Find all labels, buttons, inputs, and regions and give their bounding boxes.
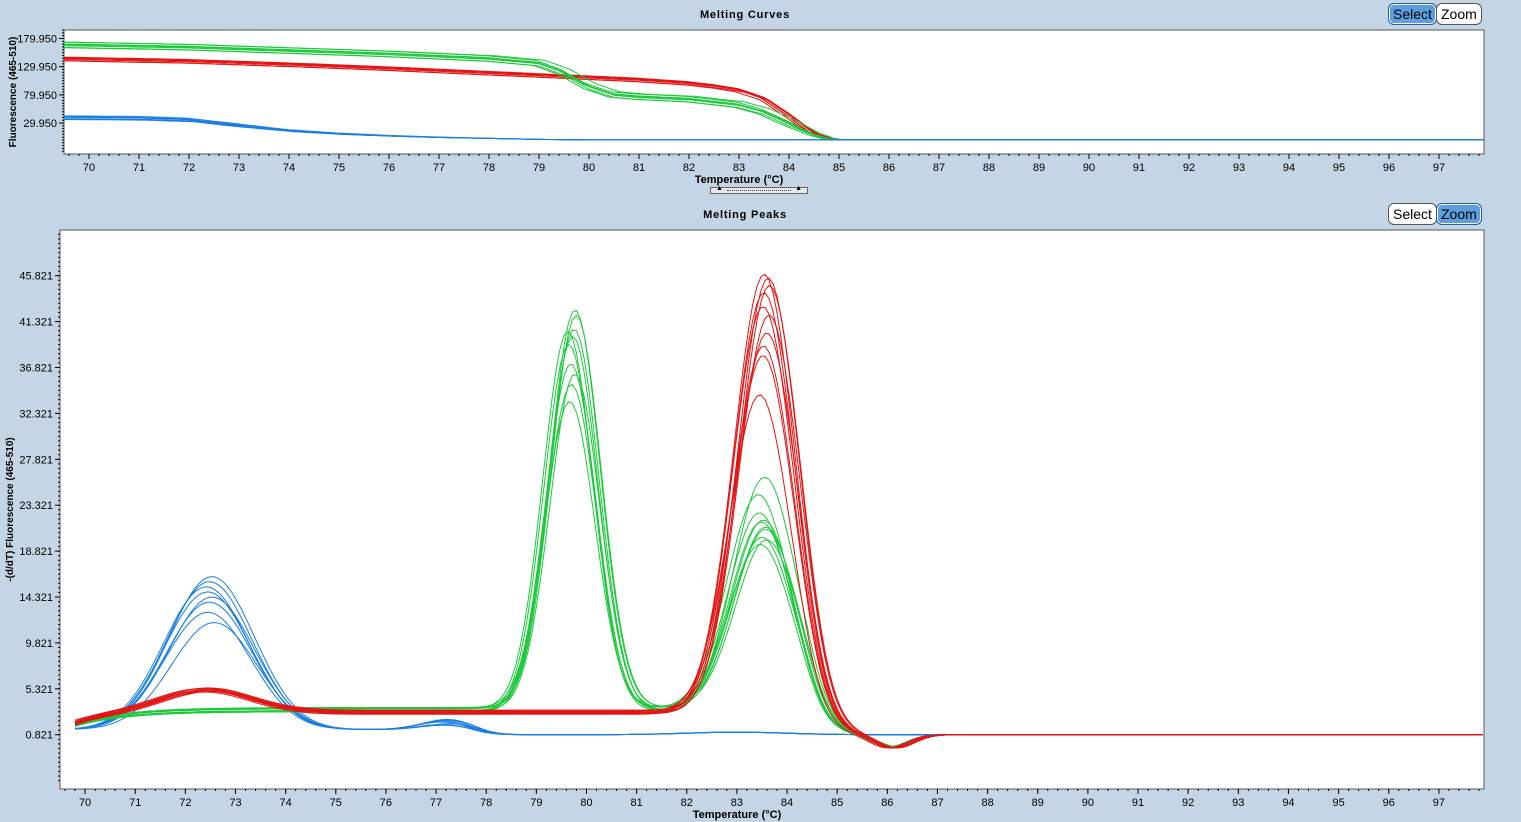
y-tick-label: 0.821	[25, 730, 53, 742]
top-zoom-button[interactable]: Zoom	[1436, 3, 1482, 25]
x-tick-label: 94	[1282, 797, 1294, 809]
x-tick-label: 91	[1132, 797, 1144, 809]
x-tick-label: 82	[683, 162, 695, 174]
x-tick-label: 81	[630, 797, 642, 809]
x-tick-label: 84	[781, 797, 793, 809]
curves-group	[64, 41, 1484, 141]
x-tick-label: 81	[633, 162, 645, 174]
x-axis-label: Temperature (°C)	[695, 174, 784, 186]
x-tick-label: 70	[83, 162, 95, 174]
bottom-zoom-button[interactable]: Zoom	[1436, 203, 1482, 225]
x-tick-label: 88	[983, 162, 995, 174]
y-tick-label: 5.321	[25, 684, 53, 696]
melting-peaks-title: Melting Peaks	[703, 209, 787, 221]
red-peak-curve	[74, 273, 1483, 749]
x-tick-label: 95	[1333, 162, 1345, 174]
x-tick-label: 96	[1383, 162, 1395, 174]
x-tick-label: 83	[733, 162, 745, 174]
x-tick-label: 86	[881, 797, 893, 809]
x-tick-label: 72	[179, 797, 191, 809]
x-tick-label: 74	[283, 162, 295, 174]
x-tick-label: 93	[1232, 797, 1244, 809]
x-tick-label: 96	[1383, 797, 1395, 809]
x-tick-label: 93	[1233, 162, 1245, 174]
x-tick-label: 79	[530, 797, 542, 809]
x-tick-label: 82	[681, 797, 693, 809]
y-tick-label: 27.821	[19, 454, 53, 466]
x-tick-label: 88	[981, 797, 993, 809]
x-tick-label: 79	[533, 162, 545, 174]
x-tick-label: 77	[430, 797, 442, 809]
y-tick-label: 23.321	[19, 500, 53, 512]
x-tick-label: 76	[380, 797, 392, 809]
bottom-select-button[interactable]: Select	[1388, 203, 1437, 225]
y-tick-label: 129.950	[17, 62, 57, 74]
x-tick-label: 78	[480, 797, 492, 809]
y-tick-label: 79.950	[23, 90, 57, 102]
x-tick-label: 97	[1433, 797, 1445, 809]
x-tick-label: 71	[129, 797, 141, 809]
x-tick-label: 80	[580, 797, 592, 809]
x-tick-label: 77	[433, 162, 445, 174]
x-tick-label: 95	[1332, 797, 1344, 809]
x-tick-label: 73	[233, 162, 245, 174]
y-tick-label: 9.821	[25, 638, 53, 650]
x-tick-label: 89	[1032, 797, 1044, 809]
x-tick-label: 74	[280, 797, 292, 809]
y-tick-label: 18.821	[19, 546, 53, 558]
melting-curves-title: Melting Curves	[699, 9, 791, 21]
x-tick-label: 89	[1033, 162, 1045, 174]
x-tick-label: 75	[330, 797, 342, 809]
x-tick-label: 83	[731, 797, 743, 809]
x-tick-label: 71	[133, 162, 145, 174]
y-axis-label: -(d/dT) Fluorescence (465-510)	[5, 437, 16, 581]
x-tick-label: 87	[931, 797, 943, 809]
x-tick-label: 97	[1433, 162, 1445, 174]
y-tick-label: 41.321	[19, 317, 53, 329]
x-tick-label: 76	[383, 162, 395, 174]
panel-splitter[interactable]: ▲ ▲	[710, 185, 808, 194]
x-tick-label: 78	[483, 162, 495, 174]
y-tick-label: 14.321	[19, 592, 53, 604]
x-tick-label: 86	[883, 162, 895, 174]
x-tick-label: 85	[833, 162, 845, 174]
x-tick-label: 70	[79, 797, 91, 809]
top-select-button[interactable]: Select	[1388, 3, 1437, 25]
x-tick-label: 87	[933, 162, 945, 174]
x-tick-label: 90	[1082, 797, 1094, 809]
x-tick-label: 80	[583, 162, 595, 174]
y-tick-label: 29.950	[23, 118, 57, 130]
x-axis-label: Temperature (°C)	[693, 809, 782, 821]
x-tick-label: 73	[229, 797, 241, 809]
x-tick-label: 92	[1183, 162, 1195, 174]
x-tick-label: 72	[183, 162, 195, 174]
x-tick-label: 91	[1133, 162, 1145, 174]
y-tick-label: 36.821	[19, 362, 53, 374]
y-axis-label: Fluorescence (465-510)	[8, 37, 19, 148]
y-tick-label: 179.950	[17, 33, 57, 45]
x-tick-label: 90	[1083, 162, 1095, 174]
blue-curve	[64, 119, 1484, 141]
y-tick-label: 32.321	[19, 408, 53, 420]
x-tick-label: 75	[333, 162, 345, 174]
melting-curves-chart[interactable]: 70 71 72 73 74 75 76 77 78 79 80 81 82 83 84 85 86 87 88 89…	[0, 0, 1521, 186]
x-tick-label: 85	[831, 797, 843, 809]
x-tick-label: 92	[1182, 797, 1194, 809]
x-tick-label: 84	[783, 162, 795, 174]
peaks-group	[74, 273, 1483, 749]
y-tick-label: 45.821	[19, 271, 53, 283]
x-tick-label: 94	[1283, 162, 1295, 174]
